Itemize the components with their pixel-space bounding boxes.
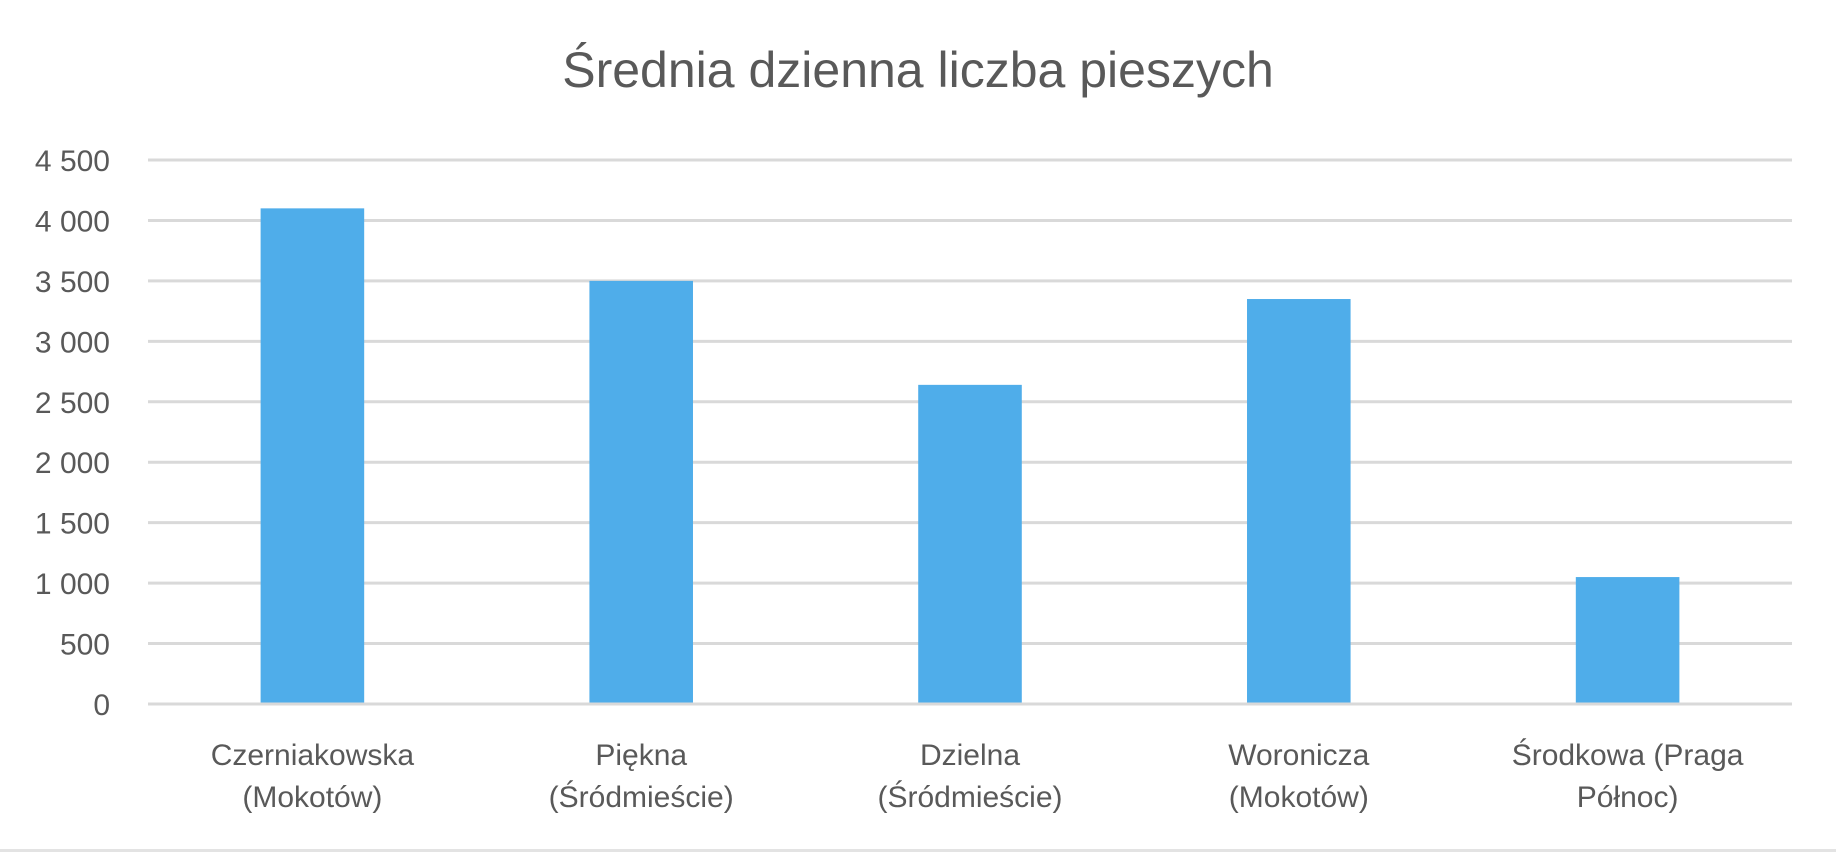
- category-label-line: (Mokotów): [242, 781, 382, 814]
- y-tick-label: 500: [60, 629, 110, 662]
- y-axis-tick-labels: 0 500 1 000 1 500 2 000 2 500 3 000 3 500 4 000 4…: [35, 145, 110, 722]
- bars: [260, 208, 1680, 704]
- category-label-line: Czerniakowska: [211, 739, 415, 772]
- y-tick-label: 0: [93, 689, 110, 722]
- y-tick-label: 4 500: [35, 145, 110, 178]
- y-tick-label: 2 500: [35, 387, 110, 420]
- category-label-line: Środkowa (Praga: [1512, 738, 1744, 772]
- bar: [589, 280, 693, 704]
- chart-title: Średnia dzienna liczba pieszych: [562, 41, 1274, 98]
- bar: [1575, 577, 1680, 704]
- category-label-line: Woronicza: [1228, 739, 1369, 772]
- category-label: Środkowa (Praga Północ): [1512, 738, 1744, 814]
- bar: [1247, 299, 1351, 704]
- y-tick-label: 2 000: [35, 447, 110, 480]
- category-label-line: Dzielna: [920, 739, 1020, 772]
- category-label-line: (Mokotów): [1229, 781, 1369, 814]
- y-tick-label: 3 000: [35, 326, 110, 359]
- y-tick-label: 4 000: [35, 205, 110, 238]
- category-label: Dzielna (Śródmieście): [877, 739, 1062, 814]
- category-label: Piękna (Śródmieście): [549, 739, 734, 814]
- y-tick-label: 1 000: [35, 568, 110, 601]
- category-label: Woronicza (Mokotów): [1228, 739, 1369, 814]
- category-label-line: Piękna: [595, 739, 687, 772]
- category-label-line: (Śródmieście): [549, 780, 734, 814]
- bar: [918, 384, 1022, 704]
- category-label-line: Północ): [1577, 781, 1679, 814]
- y-tick-label: 3 500: [35, 266, 110, 299]
- x-axis-category-labels: Czerniakowska (Mokotów) Piękna (Śródmieście…: [211, 738, 1744, 814]
- category-label: Czerniakowska (Mokotów): [211, 739, 415, 814]
- y-tick-label: 1 500: [35, 508, 110, 541]
- bar: [260, 208, 365, 704]
- category-label-line: (Śródmieście): [877, 780, 1062, 814]
